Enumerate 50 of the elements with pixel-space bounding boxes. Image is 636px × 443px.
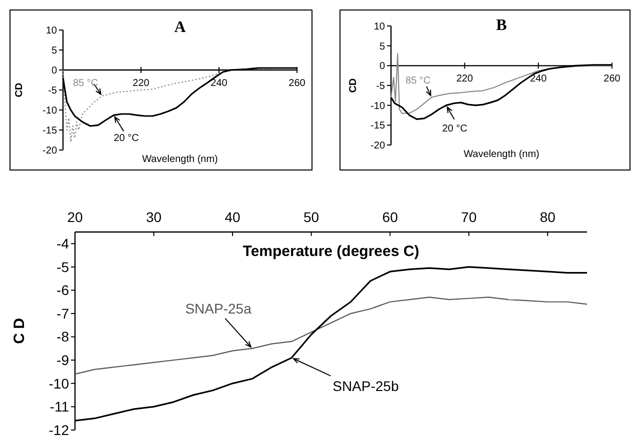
series-label: 85 °C <box>406 75 431 86</box>
y-tick-label: -7 <box>56 305 70 322</box>
y-tick-label: -20 <box>42 146 58 156</box>
x-tick-label: 220 <box>132 78 150 89</box>
y-tick-label: 5 <box>51 46 58 56</box>
x-tick-label: 80 <box>540 209 556 225</box>
legend-label: 20 °C <box>442 123 468 134</box>
x-axis-title: Temperature (degrees C) <box>242 243 420 260</box>
y-tick-label: -10 <box>48 375 70 392</box>
text: SNAP-25b <box>332 378 399 394</box>
x-tick-label: 40 <box>224 209 241 225</box>
y-tick-label: -6 <box>56 282 70 298</box>
chart-title: B <box>496 17 508 34</box>
x-tick-label: 20 <box>67 209 83 225</box>
x-tick-label: 220 <box>456 74 474 85</box>
y-tick-label: -5 <box>48 86 58 96</box>
x-tick-label: 240 <box>210 78 228 89</box>
legend-label: 20 °C <box>114 133 139 144</box>
y-tick-label: 10 <box>46 26 58 36</box>
y-axis-title: CD <box>348 78 359 93</box>
line-series <box>74 296 588 375</box>
y-tick-label: -15 <box>42 126 58 136</box>
text: SNAP-25a <box>185 300 252 316</box>
y-tick-label: -12 <box>48 422 70 438</box>
y-tick-label: -5 <box>376 81 386 92</box>
x-tick-label: 50 <box>304 209 320 225</box>
y-axis-title: C D <box>11 318 28 344</box>
y-tick-label: 10 <box>374 22 386 32</box>
y-tick-label: -9 <box>56 352 70 368</box>
y-tick-label: -11 <box>50 398 70 415</box>
x-tick-label: 260 <box>604 74 621 85</box>
y-tick-label: 0 <box>51 66 58 76</box>
x-tick-label: 60 <box>382 209 398 225</box>
y-tick-label: -10 <box>370 100 386 112</box>
y-tick-label: -15 <box>370 120 386 132</box>
y-tick-label: -8 <box>56 328 70 345</box>
chart-title: A <box>174 19 186 36</box>
y-tick-label: -20 <box>370 140 386 152</box>
y-axis-title: CD <box>14 82 25 98</box>
y-tick-label: 0 <box>379 61 386 72</box>
x-axis-title: Wavelength (nm) <box>142 154 218 165</box>
series-label: 85 °C <box>73 78 98 89</box>
x-tick-label: 30 <box>146 209 162 225</box>
y-tick-label: -4 <box>56 236 70 252</box>
x-tick-label: 70 <box>461 209 477 225</box>
x-axis-title: Wavelength (nm) <box>464 149 540 160</box>
y-tick-label: -5 <box>56 258 70 275</box>
y-tick-label: -10 <box>42 106 58 116</box>
x-tick-label: 260 <box>288 78 306 89</box>
y-tick-label: 5 <box>379 41 386 52</box>
